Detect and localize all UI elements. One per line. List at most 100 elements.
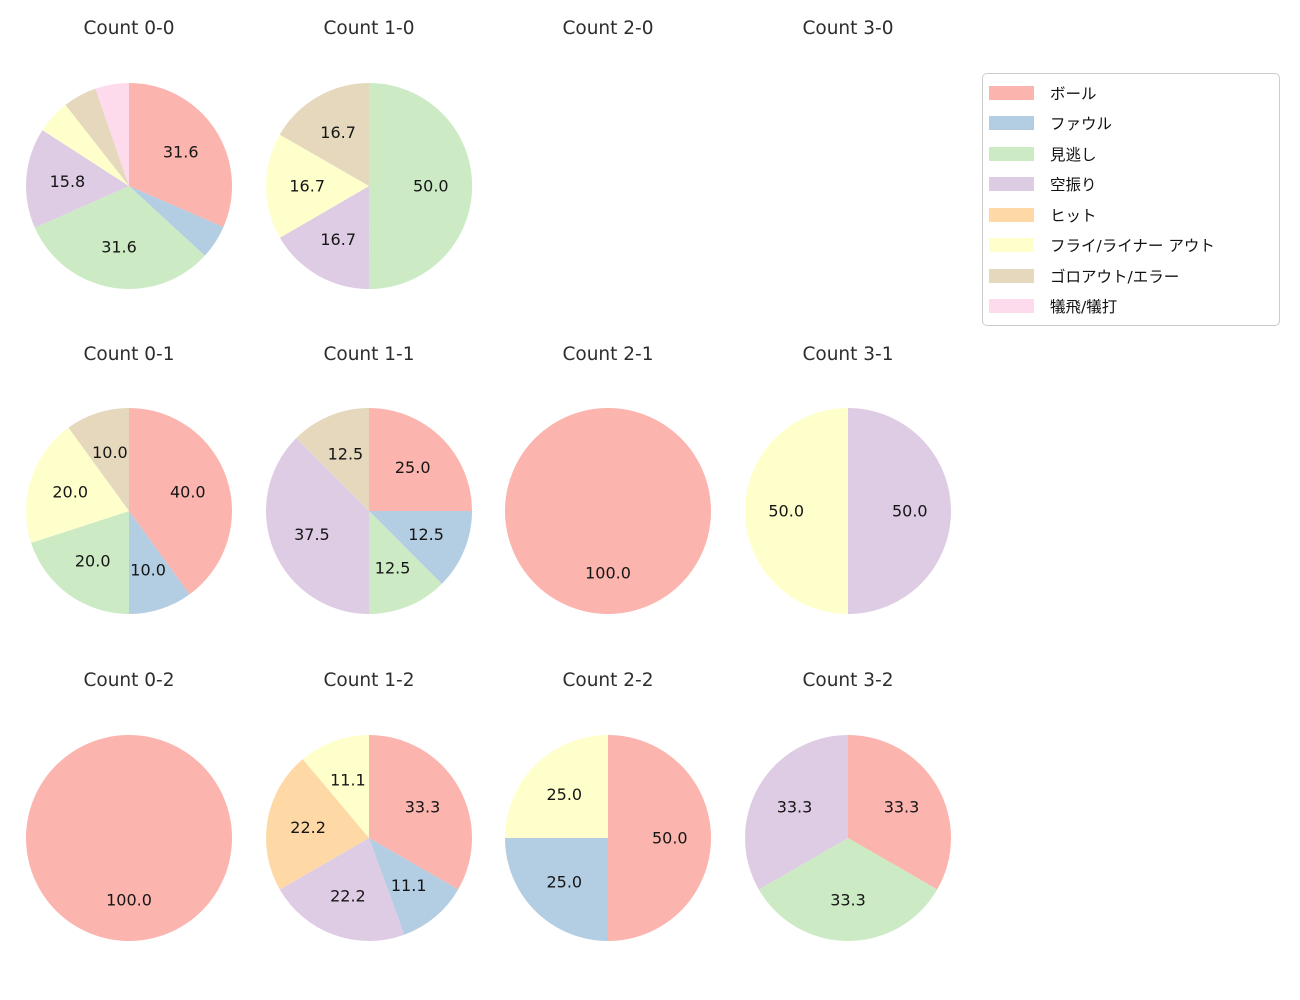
pie-slice-groundout-error xyxy=(296,408,369,511)
pie-slice-swinging-strike xyxy=(279,186,370,290)
legend-item-swinging-strike: 空振り xyxy=(983,169,1279,199)
pie-slice-label: 10.0 xyxy=(92,443,128,462)
legend-label: ファウル xyxy=(1050,115,1113,134)
pie-slice-fly-liner-out xyxy=(505,735,608,838)
legend-label: 犠飛/犠打 xyxy=(1050,297,1118,316)
pie-slice-fly-liner-out xyxy=(266,134,369,238)
pie-slice-ball xyxy=(505,408,711,614)
chart-title-count-0-2: Count 0-2 xyxy=(83,670,175,691)
pie-slice-label: 50.0 xyxy=(892,502,928,521)
pie-svg xyxy=(503,81,713,291)
pie-slice-called-strike xyxy=(369,511,442,614)
pie-chart-count-3-1: 50.0 50.0 xyxy=(743,406,953,616)
pie-chart-count-3-0 xyxy=(743,81,953,291)
pie-slice-label: 12.5 xyxy=(328,445,364,464)
chart-title-count-1-2: Count 1-2 xyxy=(323,670,415,691)
pie-slice-label: 100.0 xyxy=(585,563,631,582)
pie-slice-groundout-error xyxy=(65,88,129,186)
chart-title-count-2-1: Count 2-1 xyxy=(562,344,654,365)
chart-title-count-3-0: Count 3-0 xyxy=(802,18,894,39)
pie-svg: 33.3 11.1 22.2 22.2 11.1 xyxy=(266,735,472,942)
chart-title-count-1-0: Count 1-0 xyxy=(323,18,415,39)
pie-svg xyxy=(743,81,953,291)
chart-title-count-0-0: Count 0-0 xyxy=(83,18,175,39)
pie-slice-called-strike xyxy=(758,838,938,941)
pie-slice-label: 33.3 xyxy=(777,798,813,817)
pie-slice-label: 10.0 xyxy=(130,560,166,579)
legend-label: ボール xyxy=(1050,85,1097,103)
pie-chart-count-0-0: 31.6 31.6 15.8 xyxy=(24,81,234,291)
pie-slice-label: 20.0 xyxy=(75,552,111,571)
chart-title-count-2-0: Count 2-0 xyxy=(562,18,654,39)
legend-label: フライ/ライナー アウト xyxy=(1050,237,1215,256)
pie-slice-label: 33.3 xyxy=(405,798,441,817)
legend-swatch-icon xyxy=(989,86,1034,100)
pie-slice-called-strike xyxy=(34,186,205,289)
legend-swatch-icon xyxy=(989,116,1034,131)
pie-slice-ball xyxy=(26,735,232,941)
pie-slice-ball xyxy=(848,735,951,890)
pie-slice-label: 15.8 xyxy=(50,172,86,191)
pie-chart-count-1-2: 33.3 11.1 22.2 22.2 11.1 xyxy=(264,733,474,943)
pie-svg: 50.0 50.0 xyxy=(745,408,951,614)
pie-slice-ball xyxy=(129,83,232,228)
pie-slice-swinging-strike xyxy=(266,438,369,614)
pie-slice-label: 12.5 xyxy=(408,525,444,544)
legend-item-fly-liner-out: フライ/ライナー アウト xyxy=(983,230,1279,260)
pie-slice-hit xyxy=(266,759,369,890)
legend-item-groundout-error: ゴロアウト/エラー xyxy=(983,261,1279,291)
legend-label: ゴロアウト/エラー xyxy=(1050,267,1180,286)
pie-chart-count-0-1: 40.0 10.0 20.0 20.0 10.0 xyxy=(24,406,234,616)
pie-slice-label: 25.0 xyxy=(546,872,582,891)
legend-swatch-icon xyxy=(989,207,1034,222)
chart-title-count-2-2: Count 2-2 xyxy=(562,670,654,691)
legend: ボール ファウル 見逃し 空振り ヒット フライ/ライナー アウト ゴロアウト/エラー 犠飛/… xyxy=(982,73,1280,326)
pie-slice-fly-liner-out xyxy=(25,427,129,543)
pie-slice-label: 11.1 xyxy=(330,771,366,790)
pie-slice-label: 40.0 xyxy=(170,483,206,502)
legend-swatch-icon xyxy=(989,146,1034,161)
pie-slice-label: 31.6 xyxy=(163,143,199,162)
pie-slice-groundout-error xyxy=(68,408,129,511)
pie-slice-label: 100.0 xyxy=(106,890,152,909)
pie-slice-foul xyxy=(129,186,224,256)
pie-chart-count-3-2: 33.3 33.3 33.3 xyxy=(743,733,953,943)
pie-svg: 50.0 25.0 25.0 xyxy=(505,735,711,941)
pie-svg: 40.0 10.0 20.0 20.0 10.0 xyxy=(25,408,232,614)
pie-svg: 25.0 12.5 12.5 37.5 12.5 xyxy=(266,408,472,614)
pie-slice-swinging-strike xyxy=(848,408,951,614)
legend-swatch-icon xyxy=(989,238,1034,253)
pie-slice-label: 33.3 xyxy=(884,798,920,817)
legend-item-foul: ファウル xyxy=(983,108,1279,138)
pie-slice-sac-fly-bunt xyxy=(95,83,129,186)
pie-slice-label: 25.0 xyxy=(395,458,431,477)
chart-title-count-0-1: Count 0-1 xyxy=(83,344,175,365)
legend-swatch-icon xyxy=(989,268,1034,283)
pie-svg: 31.6 31.6 15.8 xyxy=(25,83,232,289)
pie-chart-count-2-1: 100.0 xyxy=(503,406,713,616)
pie-slice-fly-liner-out xyxy=(302,735,369,838)
pie-slice-fly-liner-out xyxy=(745,408,848,614)
pie-slice-label: 22.2 xyxy=(290,818,326,837)
pie-slice-label: 50.0 xyxy=(413,177,449,196)
pie-chart-count-1-0: 50.0 16.7 16.7 16.7 xyxy=(264,81,474,291)
pie-slice-called-strike xyxy=(369,82,473,289)
pie-slice-swinging-strike xyxy=(279,838,405,942)
pie-chart-count-2-0 xyxy=(503,81,713,291)
pie-chart-count-2-2: 50.0 25.0 25.0 xyxy=(503,733,713,943)
pie-chart-count-0-2: 100.0 xyxy=(24,733,234,943)
pie-slice-ball xyxy=(608,735,711,941)
pie-slice-groundout-error xyxy=(279,83,369,186)
pie-slice-label: 50.0 xyxy=(652,829,688,848)
pie-slice-label: 20.0 xyxy=(52,483,88,502)
pie-slice-label: 37.5 xyxy=(294,525,330,544)
pie-svg: 100.0 xyxy=(505,408,711,614)
pie-slice-foul xyxy=(369,511,472,584)
pie-slice-label: 12.5 xyxy=(375,559,411,578)
chart-title-count-3-1: Count 3-1 xyxy=(802,344,894,365)
legend-label: 見逃し xyxy=(1050,145,1097,164)
pie-slice-label: 33.3 xyxy=(830,890,866,909)
pie-slice-label: 25.0 xyxy=(546,785,582,804)
legend-item-called-strike: 見逃し xyxy=(983,139,1279,169)
pie-slice-label: 50.0 xyxy=(768,502,804,521)
